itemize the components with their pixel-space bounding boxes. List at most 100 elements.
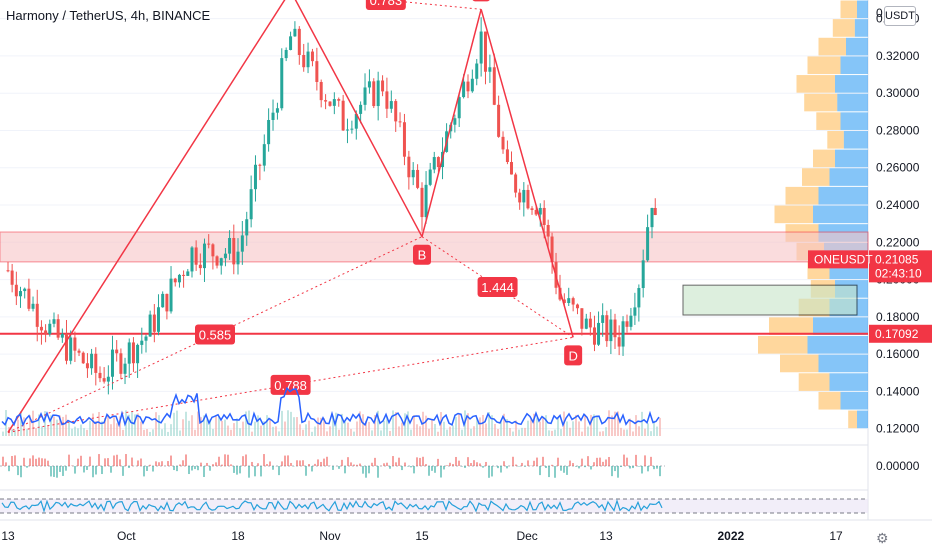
rsi-line xyxy=(1,499,663,513)
vp-bar-up xyxy=(829,373,868,391)
candle-body xyxy=(550,236,554,263)
candle-body xyxy=(534,209,538,215)
volume-bar xyxy=(353,431,355,436)
macd-hist-bar xyxy=(269,461,271,466)
macd-hist-bar xyxy=(44,458,46,466)
candle-body xyxy=(324,100,328,102)
volume-bar xyxy=(230,429,232,436)
volume-bar xyxy=(410,429,412,436)
volume-bar xyxy=(305,424,307,436)
time-tick-label: Oct xyxy=(117,529,136,543)
macd-hist-bar xyxy=(389,466,391,469)
volume-bar xyxy=(398,426,400,436)
volume-bar xyxy=(578,421,580,436)
candle-body xyxy=(381,80,385,92)
currency-badge[interactable]: USDT xyxy=(884,6,916,26)
volume-bar xyxy=(524,427,526,436)
vp-bar-up xyxy=(854,19,868,37)
gear-icon[interactable]: ⚙ xyxy=(876,530,889,546)
macd-hist-bar xyxy=(629,466,631,469)
macd-hist-bar xyxy=(248,466,250,478)
macd-hist-bar xyxy=(446,465,448,466)
candle-body xyxy=(152,314,156,332)
macd-hist-bar xyxy=(146,466,148,471)
volume-bar xyxy=(137,413,139,436)
volume-bar xyxy=(374,415,376,436)
candle-body xyxy=(85,363,89,369)
volume-bar xyxy=(356,421,358,436)
macd-hist-bar xyxy=(521,462,523,466)
volume-bar xyxy=(617,411,619,436)
macd-hist-bar xyxy=(2,456,4,466)
macd-hist-bar xyxy=(383,463,385,466)
macd-hist-bar xyxy=(563,466,565,473)
macd-hist-bar xyxy=(35,458,37,466)
volume-bar xyxy=(536,417,538,436)
candle-body xyxy=(289,36,293,50)
macd-hist-bar xyxy=(587,456,589,466)
candle-body xyxy=(52,319,56,324)
resistance-zone-rect xyxy=(0,231,869,263)
candle-body xyxy=(249,189,253,220)
macd-hist-bar xyxy=(59,466,61,472)
macd-hist-bar xyxy=(350,462,352,466)
macd-hist-bar xyxy=(74,466,76,474)
macd-hist-bar xyxy=(173,466,175,471)
macd-hist-bar xyxy=(119,459,121,466)
volume-bar xyxy=(215,416,217,436)
candle-body xyxy=(609,319,613,342)
price-axis[interactable]: 0.340000.320000.300000.280000.260000.240… xyxy=(808,6,932,436)
macd-hist-bar xyxy=(140,458,142,466)
harmonic-leg xyxy=(421,9,482,237)
macd-hist-bar xyxy=(608,456,610,466)
macd-hist-bar xyxy=(218,456,220,466)
candle-body xyxy=(182,274,186,276)
macd-hist-bar xyxy=(167,461,169,466)
macd-hist-bar xyxy=(17,466,19,476)
time-axis[interactable]: 13 Oct 18 Nov 15 Dec 13 2022 17 xyxy=(1,529,843,543)
resistance-zone[interactable] xyxy=(0,231,869,335)
macd-hist-bar xyxy=(185,454,187,466)
macd-hist-bar xyxy=(191,466,193,471)
macd-hist-bar xyxy=(308,463,310,466)
volume-bar xyxy=(644,428,646,436)
macd-hist-bar xyxy=(236,466,238,475)
macd-hist-bar xyxy=(437,458,439,466)
price-tick-label: 0.32000 xyxy=(876,49,920,63)
macd-hist-bar xyxy=(260,466,262,477)
volume-bar xyxy=(239,428,241,436)
volume-bar xyxy=(527,420,529,436)
candle-body xyxy=(190,247,194,272)
ratio-label-bg xyxy=(270,374,311,395)
macd-hist-bar xyxy=(245,454,247,466)
candle-body xyxy=(215,256,219,266)
volume-bar xyxy=(146,429,148,436)
volume-bar xyxy=(539,421,541,436)
macd-hist-bar xyxy=(572,463,574,466)
macd-hist-bar xyxy=(338,466,340,469)
volume-bar xyxy=(566,421,568,436)
macd-hist-bar xyxy=(281,461,283,466)
candle-body xyxy=(332,99,336,106)
macd-hist-bar xyxy=(548,466,550,478)
macd-hist-bar xyxy=(407,466,409,467)
candle-body xyxy=(219,258,223,266)
macd-hist-bar xyxy=(545,466,547,469)
candle-body xyxy=(621,321,625,347)
macd-hist-bar xyxy=(581,458,583,466)
vp-bar-up xyxy=(837,93,868,112)
volume-bar xyxy=(431,419,433,436)
macd-hist-bar xyxy=(47,460,49,466)
volume-bar xyxy=(101,421,103,436)
candle-body xyxy=(453,118,457,125)
volume-bar xyxy=(620,427,622,436)
volume-bar xyxy=(515,420,517,436)
macd-hist-bar xyxy=(137,460,139,466)
harmonic-ratio-line xyxy=(7,236,423,433)
macd-hist-bar xyxy=(536,457,538,466)
volume-bar xyxy=(281,410,283,436)
harmonic-pattern[interactable]: 0.783 0.585 1.444 0.788 B C D xyxy=(7,0,583,433)
volume-bar xyxy=(308,420,310,436)
candle-body xyxy=(94,353,98,373)
